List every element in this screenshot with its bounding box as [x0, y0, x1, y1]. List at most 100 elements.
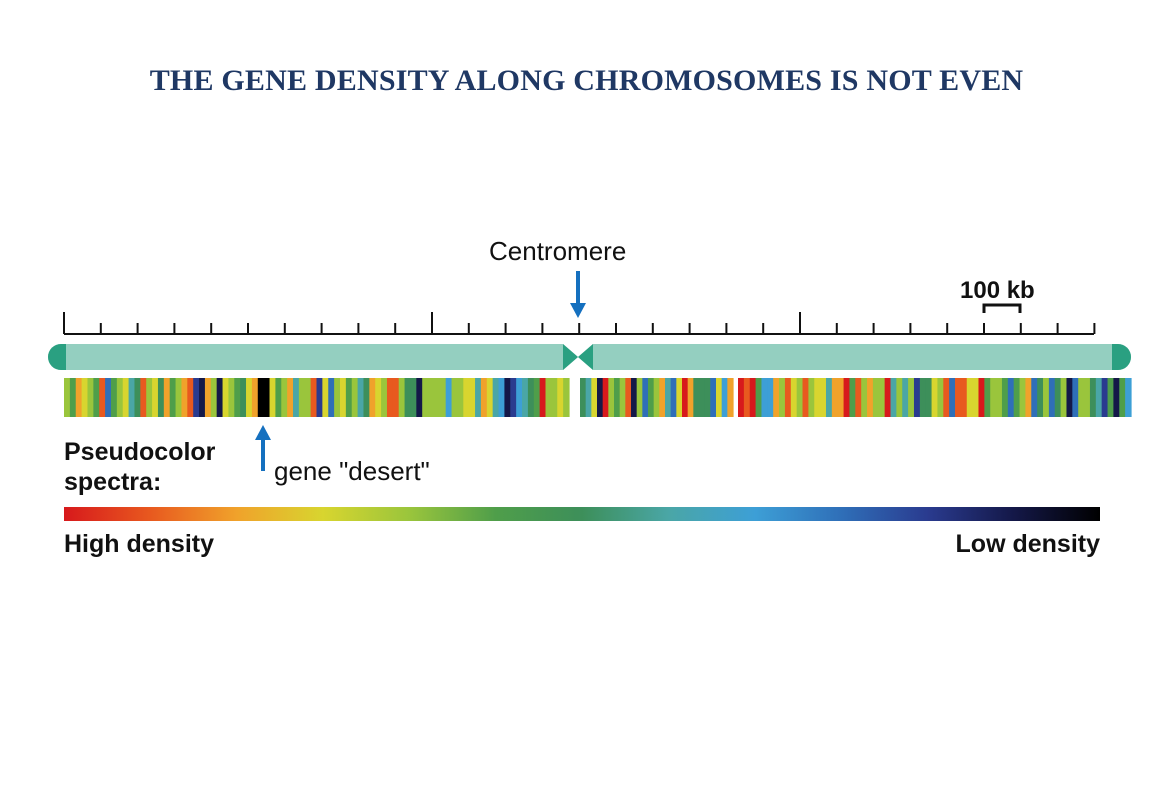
- density-stripe: [557, 378, 564, 417]
- density-stripe: [116, 378, 124, 417]
- density-stripe: [1031, 378, 1038, 417]
- density-stripe: [636, 378, 643, 417]
- spectra-label-line2: spectra:: [64, 468, 162, 496]
- chromosome-left-arm: [48, 344, 578, 370]
- density-stripe: [492, 378, 500, 417]
- density-stripe: [676, 378, 683, 417]
- density-stripe: [1054, 378, 1062, 417]
- density-stripe: [966, 378, 974, 417]
- density-stripe: [328, 378, 335, 417]
- density-stripe: [551, 378, 558, 417]
- density-stripe: [699, 378, 706, 417]
- density-stripe: [498, 378, 505, 417]
- density-stripe: [69, 378, 77, 417]
- density-stripe: [1043, 378, 1050, 417]
- density-stripe: [516, 378, 523, 417]
- density-stripe: [1019, 378, 1027, 417]
- density-stripe: [943, 378, 950, 417]
- density-stripe: [896, 378, 903, 417]
- density-stripe: [193, 378, 200, 417]
- density-stripe: [463, 378, 470, 417]
- density-stripe: [955, 378, 962, 417]
- density-stripe: [693, 378, 700, 417]
- density-stripe: [802, 378, 809, 417]
- density-stripe: [1048, 378, 1056, 417]
- density-stripe: [704, 378, 711, 417]
- density-stripe: [310, 378, 318, 417]
- density-stripe: [931, 378, 939, 417]
- density-stripe: [522, 378, 529, 417]
- centromere-arrow-icon: [570, 271, 586, 318]
- density-stripe: [398, 378, 406, 417]
- density-stripe: [861, 378, 868, 417]
- density-stripe: [533, 378, 541, 417]
- density-stripe: [181, 378, 188, 417]
- density-stripe: [1060, 378, 1068, 417]
- density-stripe: [1113, 378, 1120, 417]
- density-stripe: [1001, 378, 1009, 417]
- gene-desert-arrow-icon: [255, 425, 271, 471]
- low-density-label: Low density: [955, 530, 1100, 558]
- density-stripe: [710, 378, 717, 417]
- density-stripe: [175, 378, 183, 417]
- scale-bar-label: 100 kb: [960, 277, 1035, 304]
- density-stripe: [539, 378, 547, 417]
- density-stripe: [134, 378, 141, 417]
- density-stripe: [890, 378, 897, 417]
- density-stripe: [334, 378, 341, 417]
- ruler: [63, 312, 1096, 335]
- density-stripe: [122, 378, 130, 417]
- density-stripe: [545, 378, 552, 417]
- density-stripe: [428, 378, 435, 417]
- density-stripe: [682, 378, 689, 417]
- density-stripe: [790, 378, 798, 417]
- density-stripe: [293, 378, 300, 417]
- density-stripe: [422, 378, 429, 417]
- density-stripe: [257, 378, 265, 417]
- density-stripe: [304, 378, 312, 417]
- chromosome-left-cap: [48, 344, 66, 370]
- density-stripe: [625, 378, 632, 417]
- density-stripe: [339, 378, 347, 417]
- density-stripe: [216, 378, 224, 417]
- density-stripe: [416, 378, 423, 417]
- density-stripe: [281, 378, 288, 417]
- density-stripe: [146, 378, 153, 417]
- density-stripe: [990, 378, 997, 417]
- density-stripe: [608, 378, 615, 417]
- density-stripe: [1007, 378, 1015, 417]
- density-stripe: [222, 378, 230, 417]
- density-stripe: [457, 378, 464, 417]
- pseudocolor-spectra-label: Pseudocolor spectra:: [64, 437, 215, 497]
- density-stripe: [878, 378, 886, 417]
- density-stripe: [369, 378, 376, 417]
- density-stripe: [263, 378, 271, 417]
- centromere-label: Centromere: [489, 236, 627, 266]
- density-stripe: [287, 378, 294, 417]
- density-stripe: [867, 378, 874, 417]
- density-stripe: [504, 378, 511, 417]
- density-stripe: [169, 378, 177, 417]
- density-stripe: [755, 378, 763, 417]
- density-stripe: [1101, 378, 1109, 417]
- density-stripe: [1072, 378, 1079, 417]
- density-stripe: [99, 378, 106, 417]
- density-stripe: [234, 378, 241, 417]
- density-stripe: [872, 378, 880, 417]
- density-stripe: [316, 378, 323, 417]
- density-stripe: [773, 378, 780, 417]
- density-stripe: [140, 378, 147, 417]
- density-stripe: [743, 378, 751, 417]
- density-stripe: [984, 378, 991, 417]
- density-stripe: [1025, 378, 1032, 417]
- centromere-left-notch: [563, 344, 578, 370]
- density-stripe: [375, 378, 382, 417]
- density-stripe: [1078, 378, 1085, 417]
- density-stripe: [908, 378, 915, 417]
- density-stripe: [814, 378, 821, 417]
- density-stripe: [642, 378, 649, 417]
- density-stripe: [81, 378, 89, 417]
- density-stripe: [580, 378, 587, 417]
- density-stripe: [767, 378, 774, 417]
